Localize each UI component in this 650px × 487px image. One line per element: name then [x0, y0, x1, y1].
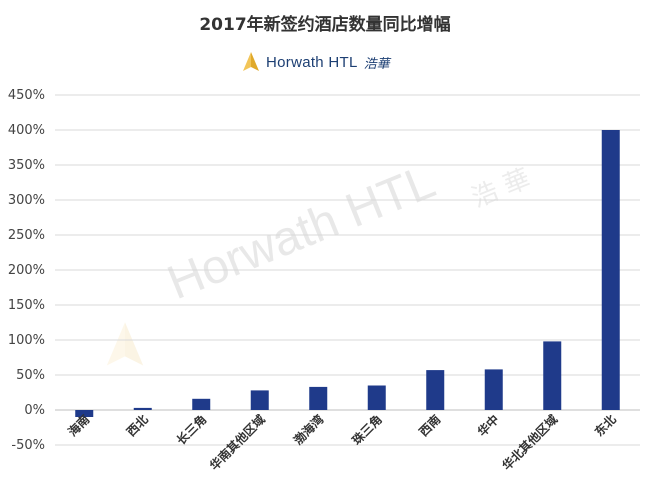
- chart-gridlines: [55, 94, 640, 446]
- y-tick-label: -50%: [11, 438, 45, 453]
- chart-title: 2017年新签约酒店数量同比增幅: [199, 15, 451, 35]
- x-tick-label: 华中: [474, 412, 502, 440]
- x-tick-label: 珠三角: [349, 412, 385, 448]
- logo-text: Horwath HTL: [266, 53, 358, 71]
- y-tick-label: 100%: [8, 333, 45, 348]
- x-tick-label: 华北其他区域: [499, 412, 561, 474]
- bar-海南: [75, 410, 94, 417]
- watermark-sail-icon: [106, 322, 144, 366]
- bar-西南: [426, 370, 445, 410]
- y-tick-label: 250%: [8, 228, 45, 243]
- y-tick-label: 200%: [8, 263, 45, 278]
- bar-渤海湾: [309, 386, 328, 410]
- y-axis-ticks: 450% 400% 350% 300% 250% 200% 150% 100% 50% 0% -50…: [8, 88, 45, 453]
- bar-珠三角: [367, 385, 386, 410]
- x-tick-label: 华南其他区域: [206, 412, 268, 474]
- x-tick-label: 长三角: [173, 412, 209, 448]
- y-tick-label: 150%: [8, 298, 45, 313]
- bar-华北其他区域: [543, 341, 562, 410]
- bar-华南其他区域: [250, 390, 269, 410]
- logo-chinese-text: 浩華: [363, 56, 390, 72]
- x-tick-label: 渤海湾: [290, 412, 326, 448]
- x-tick-label: 西北: [123, 412, 151, 440]
- horwath-logo: Horwath HTL 浩華: [240, 50, 390, 74]
- x-tick-label: 西南: [416, 412, 444, 440]
- horwath-sail-icon: [243, 52, 259, 71]
- y-tick-label: 400%: [8, 123, 45, 138]
- chart-bars: [75, 130, 620, 417]
- y-tick-label: 450%: [8, 88, 45, 103]
- y-tick-label: 50%: [16, 368, 45, 383]
- y-tick-label: 300%: [8, 193, 45, 208]
- bar-长三角: [192, 398, 211, 410]
- x-tick-label: 东北: [591, 412, 619, 440]
- bar-东北: [601, 130, 620, 410]
- bar-华中: [484, 369, 503, 410]
- bar-西北: [133, 407, 152, 410]
- y-tick-label: 350%: [8, 158, 45, 173]
- y-tick-label: 0%: [24, 403, 45, 418]
